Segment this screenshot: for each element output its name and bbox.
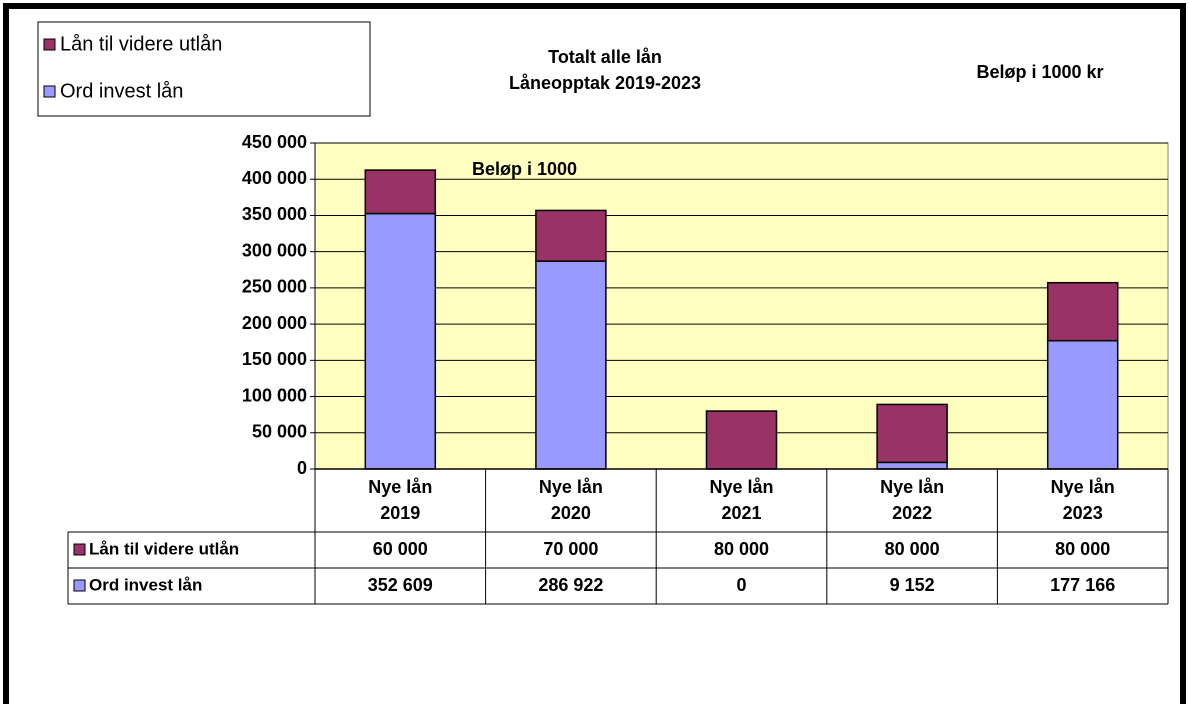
table-row-label: Ord invest lån <box>89 575 202 594</box>
annotation: Beløp i 1000 <box>472 159 577 179</box>
y-tick-label: 150 000 <box>242 349 307 369</box>
y-tick-label: 50 000 <box>252 422 307 442</box>
table-value: 352 609 <box>368 575 433 595</box>
table-value: 80 000 <box>1055 539 1110 559</box>
bar-segment <box>364 169 437 215</box>
bar-segment <box>535 260 607 470</box>
table-value: 80 000 <box>885 539 940 559</box>
category-label: Nye lån 2019 <box>368 477 433 523</box>
table-value: 60 000 <box>373 539 428 559</box>
frame <box>3 3 1186 704</box>
bar-segment <box>876 403 948 464</box>
bar-segment <box>705 410 778 470</box>
category-label: Nye lån 2020 <box>538 477 603 523</box>
y-tick-label: 200 000 <box>242 313 307 333</box>
chart-title: Totalt alle lån <box>548 47 662 67</box>
y-tick-label: 100 000 <box>242 385 307 405</box>
y-tick-label: 450 000 <box>242 132 307 152</box>
bar-segment <box>364 212 437 470</box>
legend-swatch <box>43 85 56 98</box>
bar-segment <box>1046 339 1119 470</box>
y-tick-label: 300 000 <box>242 240 307 260</box>
table-key <box>73 543 86 556</box>
y-tick-label: 400 000 <box>242 168 307 188</box>
table-value: 80 000 <box>714 539 769 559</box>
y-tick-label: 0 <box>297 458 307 478</box>
legend-swatch <box>43 38 56 51</box>
table-row-label: Lån til videre utlån <box>89 539 239 558</box>
category-label: Nye lån 2022 <box>880 477 945 523</box>
unit-note: Beløp i 1000 kr <box>976 62 1103 82</box>
legend-label: Lån til videre utlån <box>60 33 222 55</box>
table-value: 177 166 <box>1050 575 1115 595</box>
legend-label: Ord invest lån <box>60 80 183 102</box>
category-label: Nye lån 2023 <box>1050 477 1115 523</box>
table-value: 286 922 <box>538 575 603 595</box>
bar-segment <box>876 461 948 470</box>
table-key <box>73 579 86 592</box>
y-tick-label: 250 000 <box>242 277 307 297</box>
table-value: 70 000 <box>543 539 598 559</box>
category-label: Nye lån 2021 <box>709 477 774 523</box>
legend-box <box>37 21 371 117</box>
table-value: 0 <box>736 575 746 595</box>
bar-segment <box>1046 281 1119 342</box>
y-tick-label: 350 000 <box>242 204 307 224</box>
bar-segment <box>535 209 607 262</box>
table-value: 9 152 <box>890 575 935 595</box>
chart-subtitle: Låneopptak 2019-2023 <box>509 73 701 93</box>
